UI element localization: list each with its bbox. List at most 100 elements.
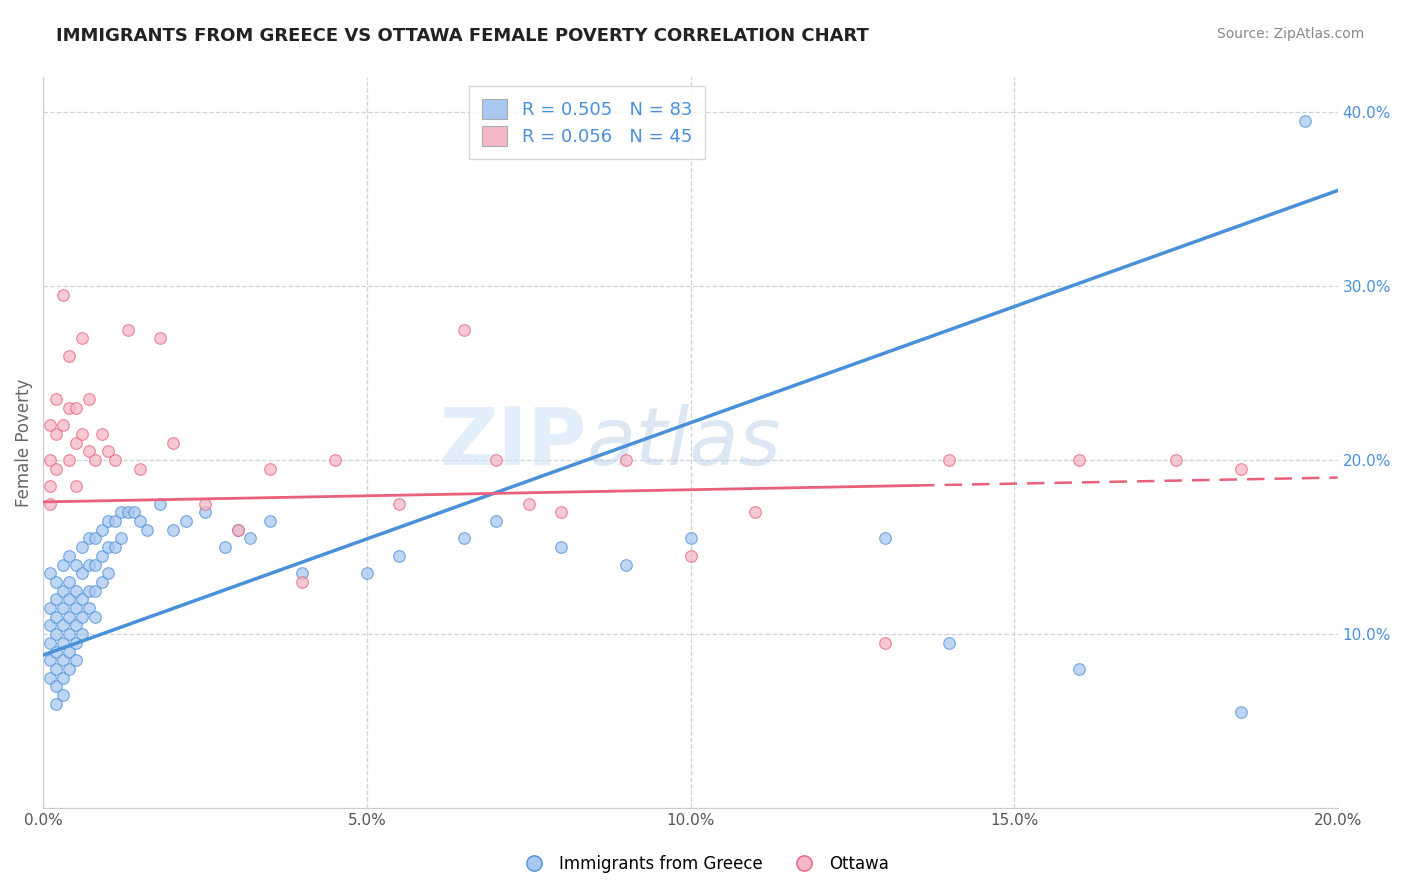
Point [90,574,112,589]
Point [194,505,217,519]
Point [65,636,87,650]
Point [97,514,120,528]
Point [77,444,100,458]
Point [323,453,346,467]
Point [1067,662,1090,676]
Point [58,592,80,607]
Point [104,514,127,528]
Text: atlas: atlas [586,404,782,482]
Point [38,566,60,581]
Point [84,453,107,467]
Point [52,671,75,685]
Point [77,583,100,598]
Point [58,349,80,363]
Point [1294,114,1316,128]
Point [52,688,75,702]
Point [45,592,67,607]
Point [52,583,75,598]
Point [38,618,60,632]
Point [38,453,60,467]
Point [117,323,139,337]
Point [214,540,236,554]
Point [97,444,120,458]
Point [70,331,93,345]
Point [122,505,145,519]
Point [70,540,93,554]
Point [104,453,127,467]
Point [84,583,107,598]
Point [38,671,60,685]
Point [1164,453,1187,467]
Point [550,540,572,554]
Point [70,627,93,641]
Point [938,453,960,467]
Point [485,514,508,528]
Point [45,662,67,676]
Point [97,566,120,581]
Point [45,697,67,711]
Point [70,609,93,624]
Point [129,514,152,528]
Point [45,644,67,658]
Point [291,566,314,581]
Point [97,540,120,554]
Point [614,558,637,572]
Point [58,453,80,467]
Point [38,418,60,433]
Point [550,505,572,519]
Point [239,532,262,546]
Point [873,532,896,546]
Point [52,636,75,650]
Point [356,566,378,581]
Point [38,653,60,667]
Point [52,653,75,667]
Point [70,427,93,442]
Text: Source: ZipAtlas.com: Source: ZipAtlas.com [1216,27,1364,41]
Point [65,583,87,598]
Point [45,462,67,476]
Text: ZIP: ZIP [440,404,586,482]
Point [84,609,107,624]
Point [388,549,411,563]
Point [90,523,112,537]
Point [291,574,314,589]
Point [744,505,766,519]
Point [65,601,87,615]
Point [259,462,281,476]
Point [1229,462,1251,476]
Point [517,497,540,511]
Y-axis label: Female Poverty: Female Poverty [15,378,32,507]
Point [65,618,87,632]
Point [52,288,75,302]
Point [194,497,217,511]
Point [58,549,80,563]
Point [58,627,80,641]
Point [45,627,67,641]
Point [58,662,80,676]
Point [1229,706,1251,720]
Legend: Immigrants from Greece, Ottawa: Immigrants from Greece, Ottawa [510,848,896,880]
Point [70,592,93,607]
Point [65,558,87,572]
Point [679,532,702,546]
Point [77,532,100,546]
Point [38,479,60,493]
Point [84,558,107,572]
Point [226,523,249,537]
Point [65,435,87,450]
Point [52,558,75,572]
Point [45,609,67,624]
Point [58,609,80,624]
Point [77,558,100,572]
Text: IMMIGRANTS FROM GREECE VS OTTAWA FEMALE POVERTY CORRELATION CHART: IMMIGRANTS FROM GREECE VS OTTAWA FEMALE … [56,27,869,45]
Point [77,392,100,407]
Point [614,453,637,467]
Point [58,401,80,415]
Point [38,497,60,511]
Point [679,549,702,563]
Point [485,453,508,467]
Point [388,497,411,511]
Point [77,601,100,615]
Point [873,636,896,650]
Point [110,505,132,519]
